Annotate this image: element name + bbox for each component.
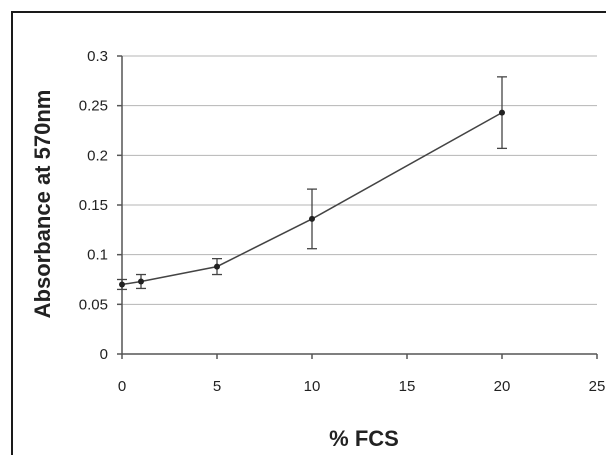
y-tick-label: 0.05 [79,296,108,313]
x-tick-label: 25 [589,378,606,395]
y-tick-label: 0 [100,346,108,363]
x-axis-title: % FCS [329,426,399,451]
data-point [214,263,220,270]
data-point [309,215,315,222]
y-tick-label: 0.15 [79,197,108,214]
y-tick-labels: 0 0.05 0.1 0.15 0.2 0.25 0.3 [79,48,122,363]
y-tick-label: 0.1 [87,247,108,264]
data-point [119,281,125,288]
data-points [119,109,505,288]
y-tick-label: 0.25 [79,98,108,115]
x-tick-labels: 0 5 10 15 20 25 [118,354,606,395]
x-tick-label: 15 [399,378,416,395]
y-tick-label: 0.2 [87,147,108,164]
data-point [138,278,144,285]
x-tick-label: 10 [304,378,321,395]
y-tick-label: 0.3 [87,48,108,65]
x-tick-label: 0 [118,378,126,395]
grid-lines [122,55,597,305]
data-point [499,109,505,116]
y-axis-title: Absorbance at 570nm [30,90,55,319]
x-tick-label: 20 [494,378,511,395]
x-tick-label: 5 [213,378,221,395]
error-bars [117,76,507,291]
chart-border [11,11,606,455]
